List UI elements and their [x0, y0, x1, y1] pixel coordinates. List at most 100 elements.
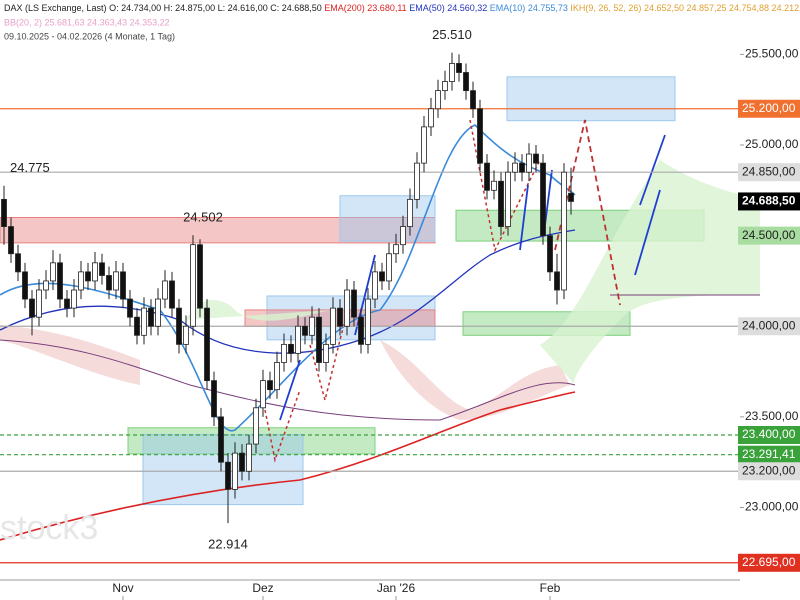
candle-body [288, 343, 294, 354]
candle-body [204, 307, 210, 382]
candle-body [253, 407, 259, 445]
level-label: 23.400,00 [742, 427, 796, 441]
candle-body [407, 198, 413, 227]
header-symbol: DAX (LS Exchange, Last) [4, 3, 107, 13]
candle-body [176, 307, 182, 345]
candle-body [470, 90, 476, 110]
candle-body [561, 171, 567, 291]
candle-body [295, 325, 301, 354]
level-label-box [738, 462, 800, 481]
candle-body [169, 280, 175, 309]
candle-body [36, 289, 42, 318]
candle-body [365, 298, 371, 345]
cloud-green [185, 300, 330, 321]
level-label: 24.688,50 [742, 194, 796, 208]
cloud-green [540, 160, 760, 385]
annotation: 25.510 [432, 27, 472, 42]
candle-body [267, 380, 273, 391]
candle-body [281, 343, 287, 363]
level-label: 25.200,00 [742, 101, 796, 115]
level-label-box [738, 99, 800, 118]
candle-body [148, 307, 154, 327]
scenario-arrow [264, 389, 301, 463]
x-tick-label: Dez [252, 581, 273, 595]
candle-body [519, 162, 525, 173]
candle-body [71, 289, 77, 309]
candle-body [400, 226, 406, 246]
header-range: 09.10.2025 - 04.02.2026 (4 Monate, 1 Tag… [4, 31, 175, 41]
candle-body [337, 307, 343, 327]
y-tick-label: 23.500,00 [745, 409, 799, 423]
candle-body [29, 298, 35, 318]
ema200 [0, 391, 576, 541]
level-label: 24.500,00 [742, 228, 796, 242]
candle-body [64, 298, 70, 309]
candle-body [260, 380, 266, 409]
candle-body [246, 443, 252, 472]
candle-body [183, 325, 189, 345]
candle-body [491, 180, 497, 191]
y-tick-label: 25.500,00 [745, 47, 799, 61]
level-label-box [738, 426, 800, 444]
header-line: DAX (LS Exchange, Last) O: 24.734,00 H: … [4, 3, 800, 13]
candle-body [316, 316, 322, 363]
candle-body [162, 280, 168, 300]
candle-body [463, 72, 469, 92]
candle-body [50, 262, 56, 282]
candle-body [414, 162, 420, 200]
ikh-span [0, 339, 576, 421]
candle-body [421, 126, 427, 164]
watermark: stock3 [0, 509, 98, 547]
header-bb: BB(20, 2) 25.681,63 24.363,43 24.353,22 [4, 17, 170, 27]
level-label-box [738, 553, 800, 572]
ema50 [0, 229, 576, 354]
candle-body [386, 253, 392, 282]
candle-body [239, 452, 245, 472]
indicator-value: 24.755,73 [528, 3, 568, 13]
candle-body [141, 307, 147, 336]
scenario-arrow [309, 319, 346, 403]
candle-body [274, 362, 280, 391]
candles [1, 52, 574, 524]
candle-body [78, 271, 84, 291]
candle-body [554, 271, 560, 291]
candle-body [526, 153, 532, 173]
candle-body [197, 244, 203, 309]
candle-body [547, 235, 553, 273]
zone [506, 76, 676, 122]
level-label: 24.000,00 [742, 318, 796, 332]
candle-body [449, 63, 455, 82]
annotation: 24.502 [183, 210, 223, 225]
candle-body [1, 198, 7, 227]
candle-body [358, 316, 364, 345]
candle-body [344, 289, 350, 327]
candle-body [512, 162, 518, 173]
y-tick-label: 23.000,00 [745, 500, 799, 514]
indicator-value: 23.680,11 [367, 3, 406, 13]
candle-body [540, 162, 546, 237]
level-label: 22.695,00 [742, 555, 796, 569]
candle-body [484, 162, 490, 191]
cloud-red [0, 325, 140, 385]
candle-body [134, 316, 140, 336]
candle-body [309, 316, 315, 336]
indicator-name: EMA(200) [324, 3, 365, 13]
x-tick-label: Nov [112, 581, 133, 595]
candle-body [323, 343, 329, 363]
candle-body [211, 380, 217, 418]
candle-body [456, 63, 462, 73]
y-tick-label: 25.000,00 [745, 137, 799, 151]
candle-body [435, 90, 441, 110]
cloud-red [380, 340, 570, 420]
candle-body [379, 271, 385, 282]
level-label: 24.850,00 [742, 164, 796, 178]
candle-body [190, 244, 196, 327]
candle-body [218, 416, 224, 463]
candle-body [106, 275, 112, 291]
candle-body [99, 262, 105, 276]
candle-body [22, 271, 28, 300]
candle-body [393, 244, 399, 255]
candle-body [533, 153, 539, 164]
candle-body [57, 262, 63, 300]
